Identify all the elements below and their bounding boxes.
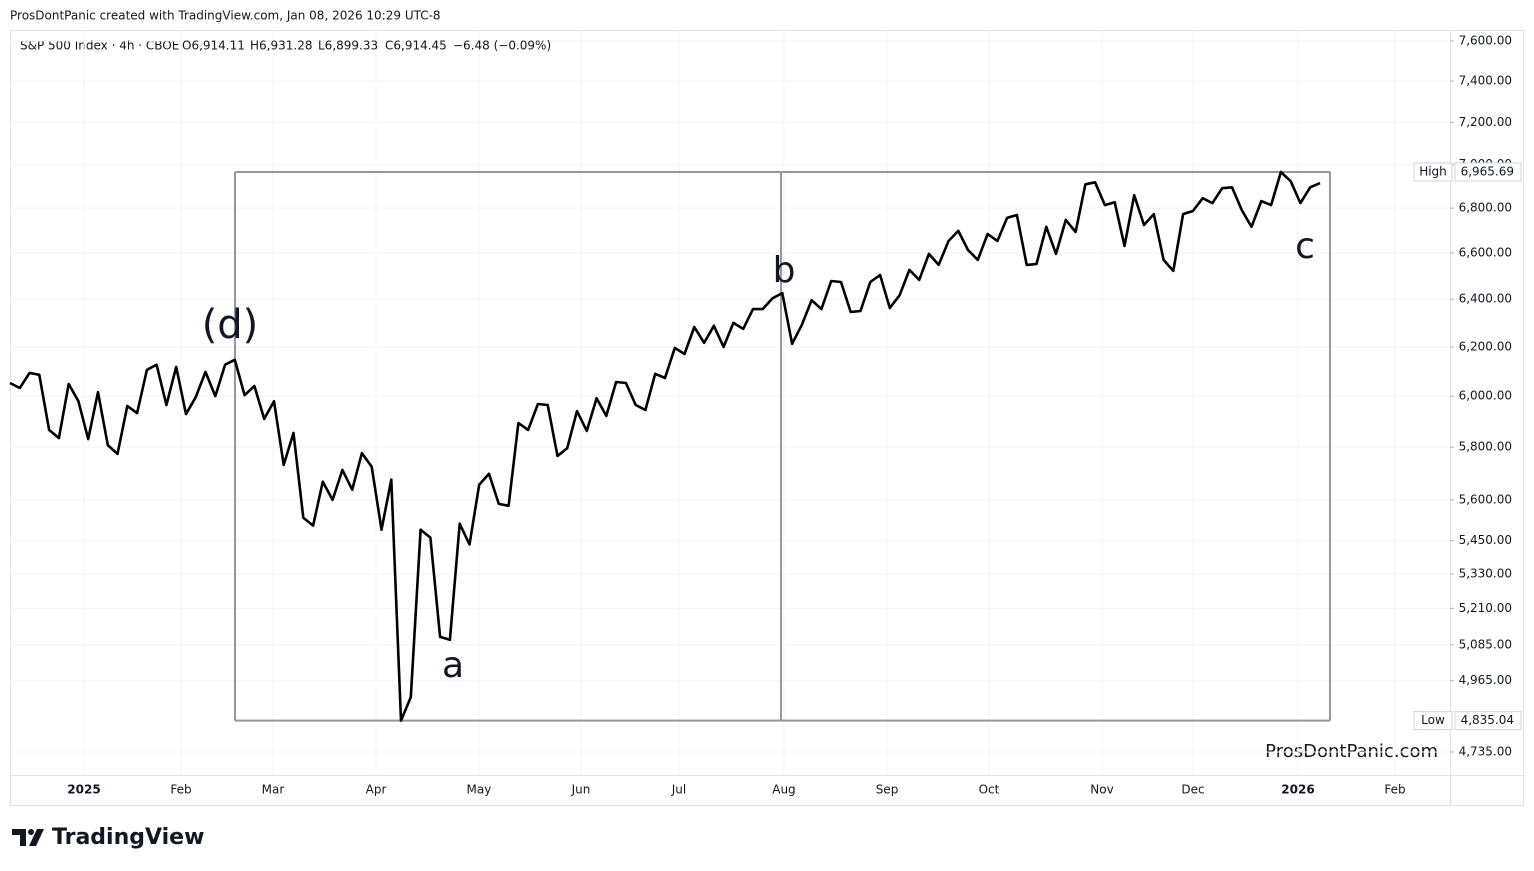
ohlc-value: C6,914.45 bbox=[385, 39, 447, 53]
ohlc-value: O6,914.11 bbox=[182, 39, 245, 53]
y-tick-label: 5,210.00 bbox=[1459, 601, 1512, 615]
price-tag-value: 4,835.04 bbox=[1461, 713, 1514, 727]
x-tick-label: Nov bbox=[1090, 783, 1113, 797]
price-tag-value: 6,965.69 bbox=[1461, 164, 1514, 178]
x-tick-label: Jul bbox=[671, 783, 686, 797]
y-tick-label: 5,600.00 bbox=[1459, 492, 1512, 506]
x-tick-label: Jun bbox=[571, 783, 591, 797]
x-tick-label: Aug bbox=[772, 783, 795, 797]
x-tick-label: Feb bbox=[170, 783, 191, 797]
y-tick-label: 6,800.00 bbox=[1459, 201, 1512, 215]
price-line bbox=[9, 170, 1321, 722]
y-tick-label: 4,735.00 bbox=[1459, 744, 1512, 758]
logo: TradingView bbox=[52, 825, 204, 850]
y-tick-label: 5,330.00 bbox=[1459, 567, 1512, 581]
y-tick-label: 4,965.00 bbox=[1459, 673, 1512, 687]
wave-label: a bbox=[442, 645, 464, 686]
price-tag-name: High bbox=[1419, 164, 1447, 178]
ohlc-value: L6,899.33 bbox=[318, 39, 378, 53]
ohlc-value: −6.48 (−0.09%) bbox=[453, 39, 551, 53]
y-tick-label: 7,200.00 bbox=[1459, 115, 1512, 129]
x-tick-label: May bbox=[467, 783, 492, 797]
x-tick-label: Mar bbox=[262, 783, 285, 797]
chart-frame bbox=[10, 30, 1524, 806]
wave-label: b bbox=[773, 250, 796, 291]
ohlc-value: H6,931.28 bbox=[250, 39, 312, 53]
y-tick-label: 7,400.00 bbox=[1459, 74, 1512, 88]
y-tick-label: 7,600.00 bbox=[1459, 34, 1512, 48]
x-tick-label: Oct bbox=[979, 783, 1000, 797]
header: ProsDontPanic created with TradingView.c… bbox=[10, 9, 441, 23]
x-tick-label: Dec bbox=[1181, 783, 1204, 797]
wave-label: (d) bbox=[202, 302, 259, 348]
logo-icon bbox=[12, 829, 44, 846]
y-tick-label: 5,085.00 bbox=[1459, 637, 1512, 651]
price-tag-name: Low bbox=[1421, 713, 1445, 727]
y-tick-label: 6,000.00 bbox=[1459, 389, 1512, 403]
price-tag-box bbox=[1454, 162, 1522, 182]
price-tag-name-box bbox=[1413, 162, 1453, 182]
x-tick-label: Apr bbox=[366, 783, 387, 797]
y-tick-label: 6,400.00 bbox=[1459, 292, 1512, 306]
y-tick-label: 5,450.00 bbox=[1459, 533, 1512, 547]
x-tick-label: Sep bbox=[876, 783, 899, 797]
wave-label: c bbox=[1295, 226, 1315, 267]
price-tag-name-box bbox=[1413, 711, 1453, 731]
x-tick-label: Feb bbox=[1384, 783, 1405, 797]
y-tick-label: 6,600.00 bbox=[1459, 246, 1512, 260]
y-tick-label: 5,800.00 bbox=[1459, 440, 1512, 454]
symbol: S&P 500 Index · 4h · CBOE bbox=[20, 39, 179, 53]
price-tag-box bbox=[1454, 711, 1522, 731]
x-tick-label: 2026 bbox=[1281, 783, 1314, 797]
x-tick-label: 2025 bbox=[67, 783, 100, 797]
axis-labels: 4,735.00 4,965.00 5,085.00 5,210.00 5,330.00… bbox=[67, 34, 1512, 797]
grid bbox=[10, 30, 1450, 775]
y-tick-label: 6,200.00 bbox=[1459, 339, 1512, 353]
